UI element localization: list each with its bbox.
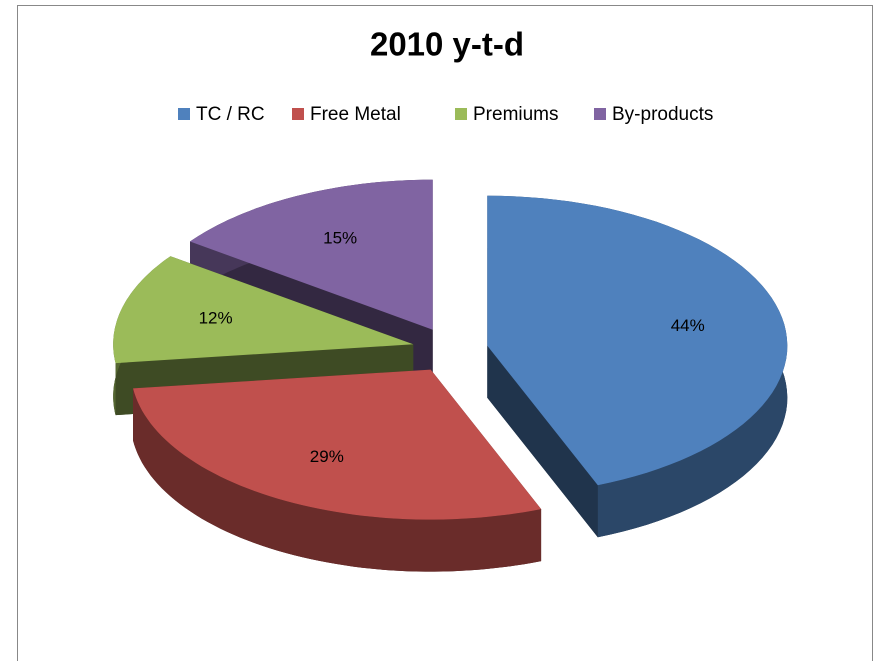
slice	[133, 369, 542, 520]
slice-wall	[487, 345, 598, 538]
slice	[113, 256, 414, 364]
legend-label: Premiums	[473, 104, 559, 125]
chart-title: 2010 y-t-d	[370, 26, 524, 63]
legend-swatch	[178, 108, 190, 120]
legend-label: By-products	[612, 104, 713, 125]
data-label: 44%	[671, 316, 705, 335]
slice-side	[133, 388, 542, 572]
legend-swatch	[455, 108, 467, 120]
slice	[190, 179, 433, 330]
legend-label: TC / RC	[196, 104, 265, 125]
legend-swatch	[594, 108, 606, 120]
legend-swatch	[292, 108, 304, 120]
data-label: 15%	[323, 228, 357, 247]
legend-label: Free Metal	[310, 104, 401, 125]
data-label: 12%	[199, 308, 233, 327]
data-label: 29%	[310, 447, 344, 466]
slice	[487, 195, 788, 486]
slice	[133, 369, 542, 572]
slice	[487, 195, 788, 538]
